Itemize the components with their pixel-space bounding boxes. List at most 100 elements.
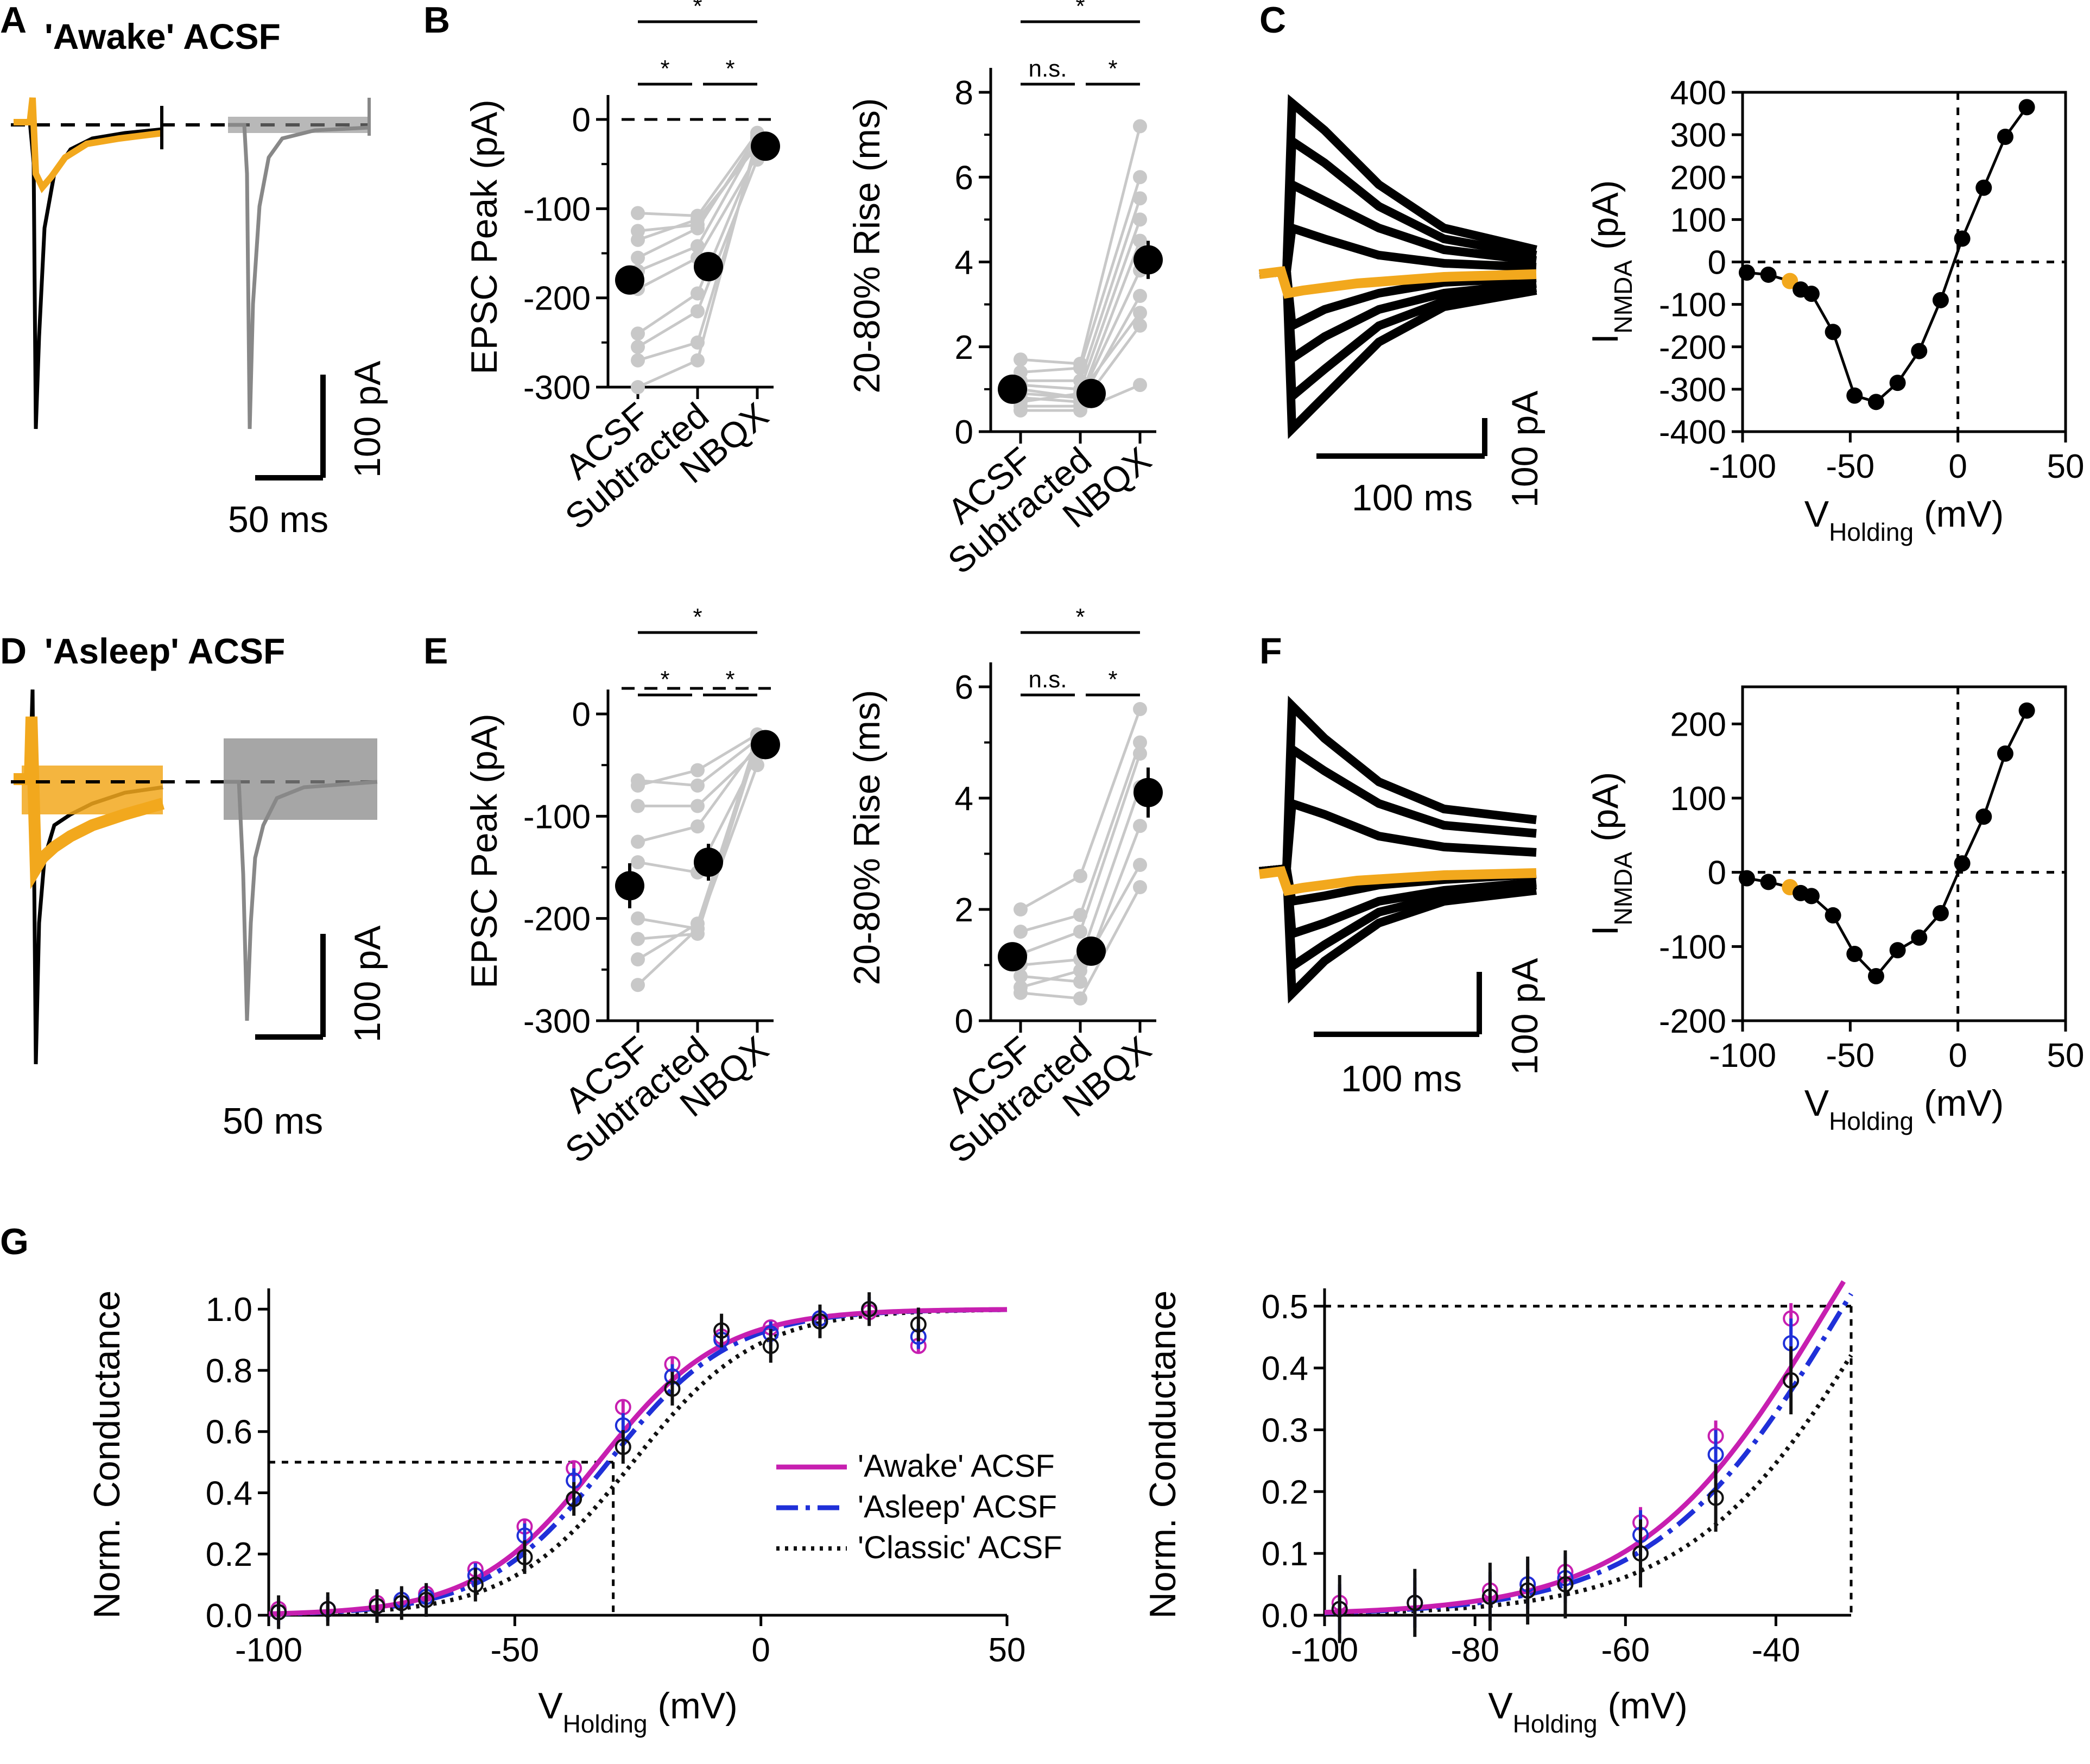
data-point (812, 1313, 828, 1330)
data-point (1407, 1595, 1423, 1611)
paired-point (631, 799, 645, 813)
y-tick-label: 300 (1670, 117, 1726, 154)
iv-point (1825, 907, 1841, 924)
y-tick-label: 0.2 (1262, 1474, 1308, 1511)
iv-line (1746, 106, 2028, 404)
y-tick-label: -100 (1659, 928, 1726, 966)
paired-point (1073, 869, 1087, 883)
mean-point (998, 942, 1027, 972)
paired-point (691, 921, 705, 936)
y-tick-label: 4 (955, 780, 973, 818)
trace-nbqx-grey (224, 780, 378, 1021)
scale-label-y: 100 pA (1504, 958, 1546, 1075)
trace-subtracted-orange (14, 716, 165, 889)
y-axis-label: EPSC Peak (pA) (464, 713, 505, 988)
x-axis-label: VHolding (mV) (1804, 494, 2004, 546)
data-point (1707, 1489, 1724, 1506)
y-tick-label: 0 (572, 102, 591, 139)
y-tick-label: -400 (1659, 414, 1726, 451)
x-tick-label: -40 (1752, 1632, 1801, 1669)
y-tick-label: 0.8 (206, 1352, 252, 1390)
scale-label-x: 50 ms (228, 499, 328, 540)
mean-point (751, 131, 780, 161)
significance-label: * (1108, 666, 1117, 693)
y-axis-label: 20-80% Rise (ms) (846, 690, 888, 985)
trace-subtracted-orange (14, 97, 163, 193)
x-tick-label: -50 (1826, 448, 1875, 485)
y-tick-label: 8 (955, 74, 973, 112)
significance-label: * (693, 604, 702, 630)
y-tick-label: 0.4 (206, 1475, 252, 1512)
paired-point (691, 819, 705, 834)
x-axis-label: VHolding (mV) (1804, 1083, 2004, 1135)
significance-label: n.s. (1029, 666, 1067, 693)
panel-letter-e: E (423, 630, 448, 672)
paired-point (691, 221, 705, 236)
iv-point (1975, 808, 1992, 825)
paired-point (631, 855, 645, 870)
paired-point (631, 353, 645, 368)
paired-point (1133, 212, 1147, 227)
panel-letter-d: D (0, 630, 27, 672)
scale-label-x: 100 ms (1341, 1058, 1462, 1099)
iv-point (1997, 129, 2013, 146)
data-point (1557, 1576, 1574, 1593)
y-tick-label: -100 (1659, 287, 1726, 324)
y-tick-label: 6 (955, 159, 973, 197)
y-tick-label: 0 (572, 696, 591, 734)
x-tick-label: 0 (751, 1632, 770, 1669)
y-tick-label: 4 (955, 244, 973, 282)
paired-line (637, 733, 758, 787)
paired-point (631, 326, 645, 341)
iv-point (1846, 387, 1863, 404)
y-tick-label: 0.0 (206, 1597, 252, 1635)
iv-line (1746, 710, 2028, 978)
paired-point (691, 799, 705, 813)
mean-point (615, 265, 644, 295)
x-axis-label: VHolding (mV) (1488, 1685, 1688, 1738)
scale-label-x: 50 ms (223, 1101, 323, 1142)
mean-point (694, 848, 723, 877)
data-point (369, 1598, 385, 1615)
panel-title-a: 'Awake' ACSF (45, 16, 281, 56)
data-point (910, 1316, 927, 1333)
y-axis-label: 20-80% Rise (ms) (846, 98, 888, 393)
y-tick-label: 200 (1670, 159, 1726, 197)
y-tick-label: 2 (955, 329, 973, 366)
data-point (1707, 1446, 1724, 1463)
data-point (393, 1595, 410, 1611)
significance-label: n.s. (1029, 55, 1067, 82)
x-tick-label: 50 (2047, 448, 2085, 485)
y-axis-label: Norm. Conductance (1142, 1291, 1183, 1619)
paired-line (1020, 753, 1142, 956)
iv-point (1932, 292, 1949, 308)
trace-highlight (1258, 266, 1537, 299)
data-point (664, 1380, 681, 1397)
paired-point (1133, 747, 1147, 761)
mean-point (1133, 777, 1163, 807)
legend-label: 'Awake' ACSF (858, 1449, 1055, 1484)
panel-c-traces: 100 pA 100 ms (1258, 94, 1546, 519)
iv-point (1911, 343, 1928, 359)
y-axis-label: EPSC Peak (pA) (464, 99, 505, 374)
paired-point (1133, 378, 1147, 393)
mean-point (615, 871, 644, 901)
iv-point (2018, 99, 2035, 116)
legend-label: 'Classic' ACSF (858, 1530, 1062, 1565)
plot-frame (1741, 685, 2067, 1022)
paired-point (1073, 403, 1087, 418)
x-tick-label: -60 (1601, 1632, 1650, 1669)
scale-label-y: 100 pA (347, 925, 388, 1042)
iv-point (1997, 745, 2013, 762)
paired-point (1073, 963, 1087, 978)
y-tick-label: -100 (523, 191, 591, 228)
y-tick-label: 400 (1670, 74, 1726, 112)
paired-point (1133, 318, 1147, 333)
paired-point (691, 286, 705, 301)
x-tick-label: 50 (989, 1632, 1026, 1669)
paired-point (631, 952, 645, 966)
y-tick-label: 100 (1670, 201, 1726, 239)
scale-label-x: 100 ms (1352, 477, 1473, 519)
